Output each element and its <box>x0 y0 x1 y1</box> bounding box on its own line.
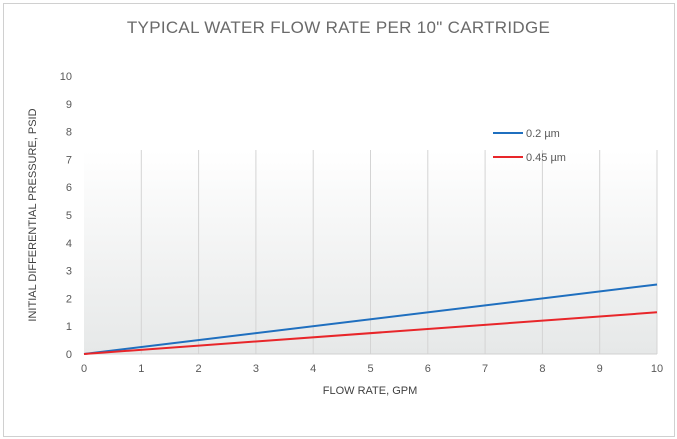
y-tick-label: 0 <box>66 349 72 361</box>
y-tick-label: 8 <box>66 127 72 139</box>
y-tick-label: 6 <box>66 182 72 194</box>
y-tick-label: 1 <box>66 321 72 333</box>
x-tick-label: 9 <box>597 363 603 375</box>
x-tick-label: 8 <box>539 363 545 375</box>
y-tick-label: 7 <box>66 154 72 166</box>
y-tick-label: 5 <box>66 210 72 222</box>
x-tick-label: 1 <box>138 363 144 375</box>
y-axis-label: INITIAL DIFFERENTIAL PRESSURE, PSID <box>27 108 39 321</box>
y-tick-label: 3 <box>66 266 72 278</box>
x-tick-label: 5 <box>367 363 373 375</box>
legend-label: 0.2 µm <box>526 128 560 140</box>
x-tick-label: 0 <box>81 363 87 375</box>
x-tick-label: 3 <box>253 363 259 375</box>
x-tick-label: 6 <box>425 363 431 375</box>
series-line <box>83 283 658 355</box>
x-tick-label: 4 <box>310 363 316 375</box>
y-tick-label: 4 <box>66 238 72 250</box>
legend-label: 0.45 µm <box>526 152 566 164</box>
x-tick-label: 10 <box>651 363 663 375</box>
x-axis-label: FLOW RATE, GPM <box>323 385 418 397</box>
y-tick-label: 10 <box>60 71 72 83</box>
y-tick-label: 2 <box>66 293 72 305</box>
x-tick-label: 7 <box>482 363 488 375</box>
x-tick-label: 2 <box>196 363 202 375</box>
y-tick-label: 9 <box>66 99 72 111</box>
chart-title: TYPICAL WATER FLOW RATE PER 10" CARTRIDG… <box>126 18 551 37</box>
series-line <box>83 311 658 355</box>
